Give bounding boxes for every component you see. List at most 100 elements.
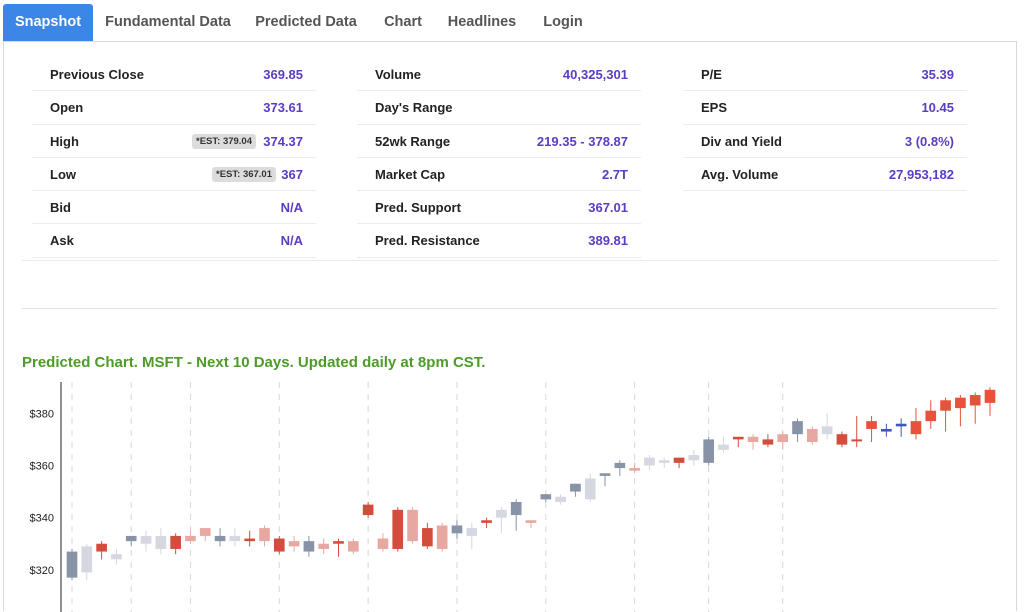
candle xyxy=(895,418,907,437)
stat-label: Bid xyxy=(50,200,71,216)
stat-value: 3 (0.8%) xyxy=(904,133,954,149)
candle xyxy=(777,431,789,450)
tab-snapshot[interactable]: Snapshot xyxy=(3,4,93,41)
candle xyxy=(466,522,478,549)
candle-body xyxy=(214,535,226,542)
candle xyxy=(347,538,359,555)
candle-body xyxy=(66,551,78,578)
candle xyxy=(747,434,759,450)
candle xyxy=(273,535,285,555)
candle xyxy=(333,538,344,557)
candle xyxy=(392,507,404,552)
candle xyxy=(821,413,833,440)
candle-body xyxy=(570,483,581,492)
stat-volume: Volume 40,325,301 xyxy=(357,58,641,92)
candle-body xyxy=(347,541,359,552)
tab-predicted-data[interactable]: Predicted Data xyxy=(255,14,357,30)
candle-body xyxy=(244,538,256,542)
candle xyxy=(451,520,463,539)
estimate-badge: *EST: 379.04 xyxy=(192,133,256,149)
candle xyxy=(155,528,167,555)
stat-low: Low *EST: 367.01 367 xyxy=(32,158,316,192)
stat-label: Day's Range xyxy=(375,100,453,116)
candle-body xyxy=(584,478,596,500)
candle-body xyxy=(658,460,670,463)
snapshot-panel: Previous Close 369.85 Open 373.61 High *… xyxy=(3,41,1017,612)
stat-value: 27,953,182 xyxy=(888,166,954,182)
candle-body xyxy=(273,538,285,552)
candle xyxy=(288,535,300,552)
candle-body xyxy=(747,436,759,442)
candle-body xyxy=(422,528,433,547)
stat-bid: Bid N/A xyxy=(32,191,316,225)
candle xyxy=(984,387,996,416)
candle xyxy=(140,530,152,552)
candle xyxy=(377,533,389,552)
y-tick-label: $320 xyxy=(30,565,54,577)
candle-body xyxy=(821,426,833,435)
candle xyxy=(910,408,922,440)
candle xyxy=(955,395,966,427)
candle xyxy=(214,528,226,547)
candle-body xyxy=(96,543,107,552)
candle-body xyxy=(540,494,552,500)
candle-body xyxy=(984,389,996,403)
candle-body xyxy=(333,541,344,544)
candle-body xyxy=(525,520,537,523)
tab-fundamental-data[interactable]: Fundamental Data xyxy=(105,14,231,30)
candle-body xyxy=(451,525,463,534)
candle-body xyxy=(703,439,715,463)
candle-body xyxy=(170,535,181,549)
candle xyxy=(925,400,937,429)
candle xyxy=(185,530,196,544)
candle-body xyxy=(806,428,818,442)
candle-body xyxy=(732,436,744,440)
candle xyxy=(614,460,626,476)
candle xyxy=(81,543,93,581)
stat-market-cap: Market Cap 2.7T xyxy=(357,158,641,192)
stat-pred-resistance: Pred. Resistance 389.81 xyxy=(357,224,641,258)
candle-body xyxy=(555,496,566,502)
candle-body xyxy=(185,535,196,542)
candle xyxy=(244,530,256,547)
candle xyxy=(732,436,744,448)
stat-label: Volume xyxy=(375,67,421,82)
stat-label: High xyxy=(50,133,79,149)
candle-body xyxy=(955,397,966,409)
candle xyxy=(881,423,892,437)
stat-value: 40,325,301 xyxy=(562,67,628,82)
candle-body xyxy=(762,439,774,445)
candle-body xyxy=(481,520,492,523)
candle-body xyxy=(466,528,478,536)
candle xyxy=(688,449,700,466)
candle xyxy=(644,455,655,471)
candle xyxy=(170,533,181,555)
tab-chart[interactable]: Chart xyxy=(384,14,422,30)
candle xyxy=(792,418,803,442)
candle xyxy=(555,494,566,505)
stat-label: Low xyxy=(50,166,76,182)
candle-body xyxy=(836,434,848,445)
stat-value: 10.45 xyxy=(921,100,954,116)
candle-body xyxy=(969,395,981,406)
stat-value: 219.35 - 378.87 xyxy=(536,133,628,149)
candle-body xyxy=(599,473,611,476)
candle-body xyxy=(866,421,877,429)
stat-label: P/E xyxy=(701,67,722,82)
tab-login[interactable]: Login xyxy=(543,14,583,30)
candle xyxy=(866,415,877,442)
chart-title: Predicted Chart. MSFT - Next 10 Days. Up… xyxy=(22,354,486,371)
candle xyxy=(407,507,418,544)
y-tick-label: $360 xyxy=(30,460,54,472)
stat-value: 369.85 xyxy=(263,67,303,82)
stat-value: 35.39 xyxy=(921,67,954,82)
stat-div-yield: Div and Yield 3 (0.8%) xyxy=(683,125,967,158)
stat-value: 373.61 xyxy=(263,100,303,116)
stat-label: Ask xyxy=(50,233,74,249)
stat-pe: P/E 35.39 xyxy=(683,58,967,92)
stat-label: 52wk Range xyxy=(375,133,451,149)
candle xyxy=(199,528,211,542)
stats-divider xyxy=(22,260,998,261)
tab-headlines[interactable]: Headlines xyxy=(447,14,517,30)
candle xyxy=(229,528,241,547)
